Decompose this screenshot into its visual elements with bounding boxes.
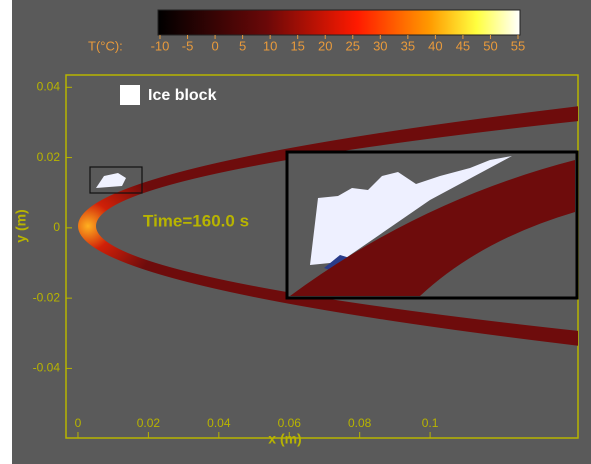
y-tick-label: 0.04 — [37, 79, 61, 93]
colorbar — [157, 9, 521, 36]
y-tick-label: -0.04 — [33, 361, 61, 375]
legend-swatch — [120, 85, 140, 105]
plot-area — [78, 106, 578, 346]
x-tick-label: 0.06 — [278, 416, 302, 430]
legend-label: Ice block — [148, 87, 217, 104]
colorbar-tick-label: 50 — [483, 38, 497, 53]
inset — [285, 150, 579, 300]
colorbar-label: T(°C): — [88, 38, 123, 53]
colorbar-tick-label: -5 — [182, 38, 194, 53]
colorbar-tick-label: 45 — [456, 38, 470, 53]
x-tick-label: 0.04 — [207, 416, 231, 430]
x-tick-label: 0 — [75, 416, 82, 430]
colorbar-tick-label: 30 — [373, 38, 387, 53]
annotation: Time=160.0 s — [143, 211, 249, 230]
colorbar-tick-label: 15 — [290, 38, 304, 53]
x-tick-label: 0.02 — [137, 416, 161, 430]
zoom-region — [89, 166, 143, 194]
colorbar-tick-label: 35 — [401, 38, 415, 53]
colorbar-tick-label: 10 — [263, 38, 277, 53]
colorbar-tick-label: 25 — [346, 38, 360, 53]
colorbar-tick-label: -10 — [151, 38, 170, 53]
x-tick-label: 0.1 — [422, 416, 439, 430]
y-tick-label: 0.02 — [37, 150, 61, 164]
colorbar-tick-label: 55 — [511, 38, 525, 53]
colorbar-tick-label: 0 — [211, 38, 218, 53]
inset-ice — [310, 156, 512, 265]
colorbar-tick-label: 40 — [428, 38, 442, 53]
x-tick-label: 0.08 — [348, 416, 372, 430]
x-axis-label: x (m) — [268, 431, 301, 447]
ice — [96, 173, 126, 188]
colorbar-tick-label: 5 — [239, 38, 246, 53]
y-axis-label: y (m) — [13, 209, 29, 242]
y-tick-label: -0.02 — [33, 290, 61, 304]
y-tick-label: 0 — [53, 220, 60, 234]
colorbar-tick-label: 20 — [318, 38, 332, 53]
inset-water — [324, 255, 350, 272]
inset-wall — [290, 160, 575, 296]
